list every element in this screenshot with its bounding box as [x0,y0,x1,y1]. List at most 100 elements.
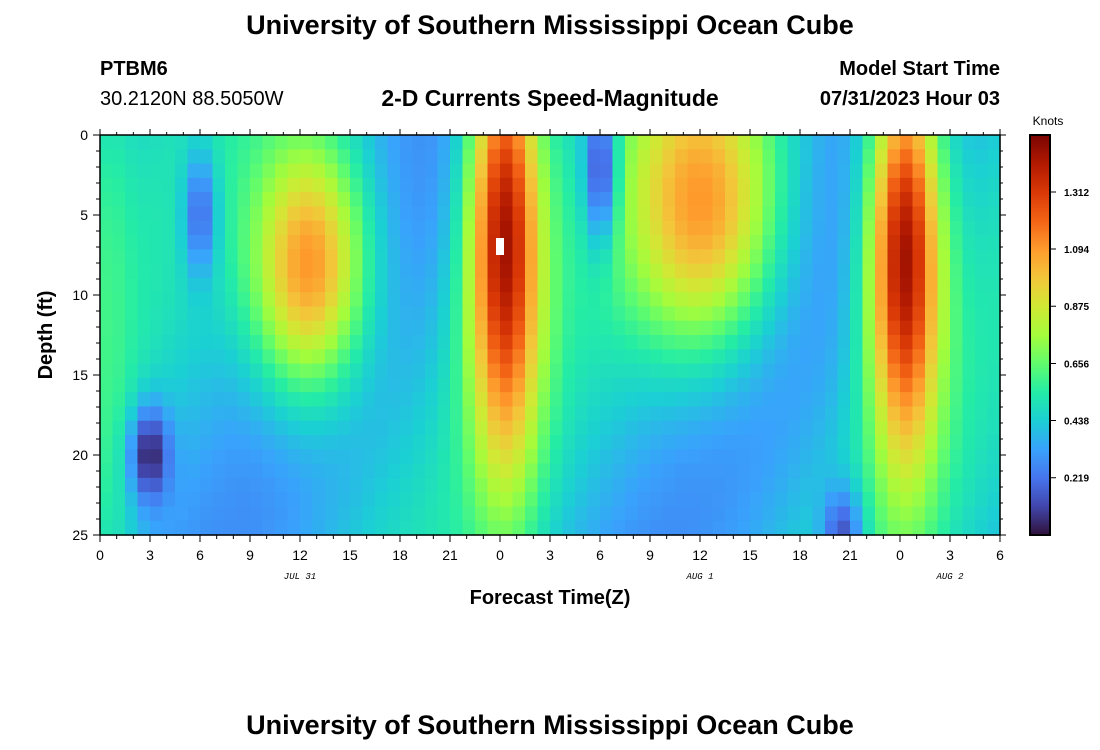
heatmap-cell [125,220,139,236]
heatmap-cell [862,320,876,336]
heatmap-cell [875,149,889,165]
heatmap-cell [175,192,189,208]
heatmap-cell [612,449,626,465]
heatmap-cell [725,520,739,536]
heatmap-cell [700,320,714,336]
heatmap-cell [162,435,176,450]
heatmap-cell [875,292,889,308]
heatmap-cell [775,263,789,279]
heatmap-cell [325,263,339,279]
heatmap-cell [425,135,439,150]
heatmap-cell [512,277,526,293]
heatmap-cell [587,177,601,193]
heatmap-cell [837,520,851,536]
heatmap-cell [875,177,889,193]
heatmap-cell [375,506,389,522]
heatmap-cell [112,177,126,193]
heatmap-cell [450,206,464,222]
heatmap-cell [712,206,726,222]
heatmap-cell [250,163,264,179]
heatmap-cell [287,192,301,208]
heatmap-cell [350,263,364,279]
heatmap-cell [675,163,689,179]
heatmap-cell [650,449,664,465]
heatmap-cell [250,492,264,508]
heatmap-cell [862,520,876,536]
heatmap-cell [800,292,814,308]
heatmap-cell [400,420,414,436]
heatmap-cell [675,177,689,193]
heatmap-cell [975,206,989,222]
heatmap-cell [487,420,501,436]
heatmap-cell [850,492,864,508]
heatmap-cell [275,335,289,350]
heatmap-cell [275,135,289,150]
heatmap-cell [400,377,414,393]
heatmap-cell [137,492,151,508]
heatmap-cell [600,277,614,293]
heatmap-cell [200,220,214,236]
heatmap-cell [787,135,801,150]
heatmap-cell [925,249,939,265]
heatmap-cell [412,477,426,493]
heatmap-cell [262,406,276,422]
heatmap-cell [825,306,839,322]
heatmap-cell [662,192,676,208]
heatmap-cell [362,135,376,150]
heatmap-cell [537,335,551,350]
heatmap-cell [250,235,264,250]
heatmap-cell [425,235,439,250]
heatmap-cell [212,263,226,279]
heatmap-cell [337,506,351,522]
heatmap-cell [587,320,601,336]
heatmap-cell [875,449,889,465]
heatmap-cell [125,320,139,336]
heatmap-cell [912,292,926,308]
heatmap-cell [650,249,664,265]
heatmap-cell [137,177,151,193]
heatmap-cell [587,463,601,479]
heatmap-cell [962,163,976,179]
heatmap-cell [212,206,226,222]
heatmap-cell [500,406,514,422]
heatmap-cell [100,449,114,465]
heatmap-cell [925,363,939,379]
heatmap-cell [450,406,464,422]
heatmap-cell [187,363,201,379]
heatmap-cell [125,477,139,493]
heatmap-cell [975,492,989,508]
heatmap-cell [837,349,851,365]
heatmap-cell [200,292,214,308]
heatmap-cell [725,220,739,236]
heatmap-cell [537,177,551,193]
heatmap-cell [362,506,376,522]
heatmap-cell [537,249,551,265]
heatmap-cell [562,220,576,236]
date-label: JUL 31 [284,572,316,582]
heatmap-cell [312,320,326,336]
heatmap-cell [350,377,364,393]
heatmap-cell [837,292,851,308]
heatmap-cell [950,463,964,479]
heatmap-cell [312,335,326,350]
heatmap-cell [112,349,126,365]
heatmap-cell [437,277,451,293]
heatmap-cell [937,420,951,436]
heatmap-cell [362,220,376,236]
heatmap-cell [862,177,876,193]
heatmap-cell [762,435,776,450]
heatmap-cell [387,177,401,193]
heatmap-cell [112,449,126,465]
heatmap-cell [700,206,714,222]
heatmap-cell [100,192,114,208]
heatmap-cell [737,463,751,479]
heatmap-cell [750,163,764,179]
heatmap-cell [637,477,651,493]
heatmap-cell [987,206,1001,222]
heatmap-cell [962,449,976,465]
heatmap-cell [425,149,439,165]
heatmap-cell [750,349,764,365]
heatmap-cell [300,492,314,508]
heatmap-cell [900,392,914,408]
heatmap-cell [900,449,914,465]
